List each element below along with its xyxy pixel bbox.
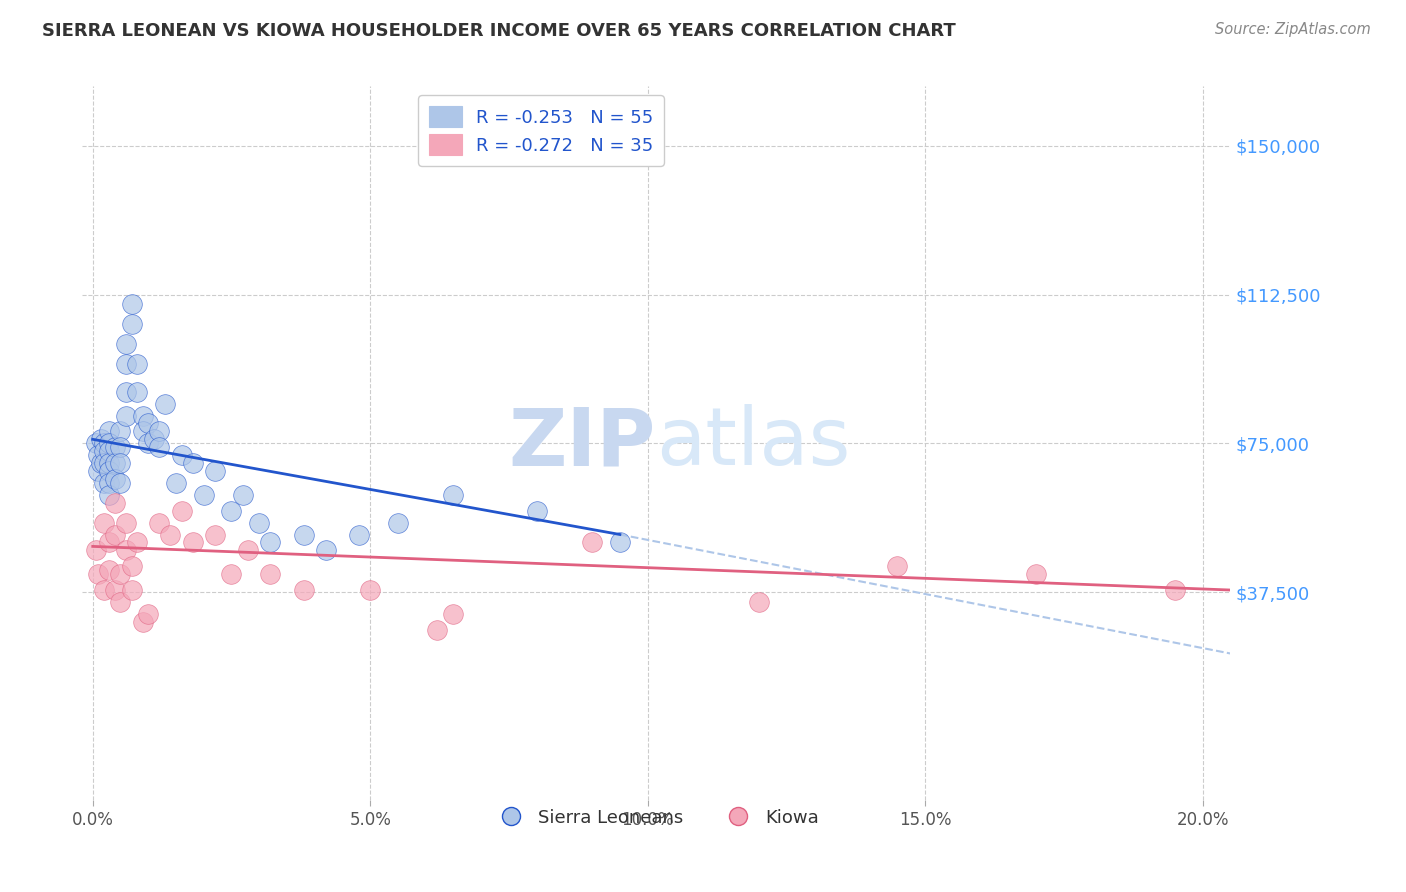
Point (748, 595, 770, 609)
Point (98, 444, 121, 458)
Point (181, 456, 204, 470)
Point (259, 535, 281, 549)
Point (121, 559, 143, 574)
Point (104, 582, 127, 597)
Point (443, 607, 465, 621)
Point (204, 527, 226, 541)
Point (98, 456, 121, 470)
Point (204, 464, 226, 478)
Point (886, 559, 908, 574)
Point (93, 516, 115, 530)
Point (426, 623, 449, 637)
Point (165, 475, 187, 490)
Point (121, 582, 143, 597)
Point (131, 409, 153, 423)
Point (136, 417, 159, 431)
Text: Source: ZipAtlas.com: Source: ZipAtlas.com (1215, 22, 1371, 37)
Point (292, 527, 315, 541)
Point (104, 440, 127, 454)
Point (90, 456, 112, 470)
Point (347, 527, 370, 541)
Point (93, 436, 115, 450)
Point (153, 396, 176, 410)
Point (104, 472, 127, 486)
Point (98, 436, 121, 450)
Point (193, 488, 215, 502)
Point (115, 357, 138, 371)
Point (87, 567, 110, 582)
Point (292, 582, 315, 597)
Point (136, 436, 159, 450)
Point (127, 535, 149, 549)
Point (170, 504, 193, 518)
Point (136, 607, 159, 621)
Point (93, 475, 115, 490)
Point (84, 436, 107, 450)
Point (359, 582, 381, 597)
Text: SIERRA LEONEAN VS KIOWA HOUSEHOLDER INCOME OVER 65 YEARS CORRELATION CHART: SIERRA LEONEAN VS KIOWA HOUSEHOLDER INCO… (42, 22, 956, 40)
Point (104, 496, 127, 510)
Point (127, 357, 149, 371)
Point (93, 582, 115, 597)
Point (1164, 582, 1187, 597)
Point (221, 567, 243, 582)
Point (115, 543, 138, 558)
Point (115, 337, 138, 351)
Point (443, 488, 465, 502)
Point (84, 543, 107, 558)
Point (115, 516, 138, 530)
Point (98, 535, 121, 549)
Point (110, 595, 132, 609)
Point (181, 535, 204, 549)
Point (142, 433, 165, 447)
Point (526, 504, 548, 518)
Point (115, 409, 138, 423)
Point (148, 516, 170, 530)
Point (110, 475, 132, 490)
Point (110, 425, 132, 439)
Point (93, 444, 115, 458)
Point (387, 516, 409, 530)
Point (93, 456, 115, 470)
Point (315, 543, 337, 558)
Point (98, 488, 121, 502)
Point (98, 563, 121, 577)
Point (90, 433, 112, 447)
Point (115, 384, 138, 399)
Text: ZIP: ZIP (509, 404, 657, 483)
Point (87, 464, 110, 478)
Point (87, 448, 110, 462)
Point (221, 504, 243, 518)
Point (609, 535, 631, 549)
Point (581, 535, 603, 549)
Text: atlas: atlas (657, 404, 851, 483)
Point (121, 318, 143, 332)
Legend: Sierra Leoneans, Kiowa: Sierra Leoneans, Kiowa (486, 802, 825, 834)
Point (104, 527, 127, 541)
Point (127, 384, 149, 399)
Point (247, 516, 270, 530)
Point (259, 567, 281, 582)
Point (131, 615, 153, 629)
Point (110, 456, 132, 470)
Point (131, 425, 153, 439)
Point (110, 567, 132, 582)
Point (98, 425, 121, 439)
Point (1025, 567, 1047, 582)
Point (148, 425, 170, 439)
Point (232, 488, 254, 502)
Point (121, 297, 143, 311)
Point (148, 440, 170, 454)
Point (110, 440, 132, 454)
Point (98, 464, 121, 478)
Point (98, 475, 121, 490)
Point (236, 543, 259, 558)
Point (159, 527, 181, 541)
Point (104, 456, 127, 470)
Point (170, 448, 193, 462)
